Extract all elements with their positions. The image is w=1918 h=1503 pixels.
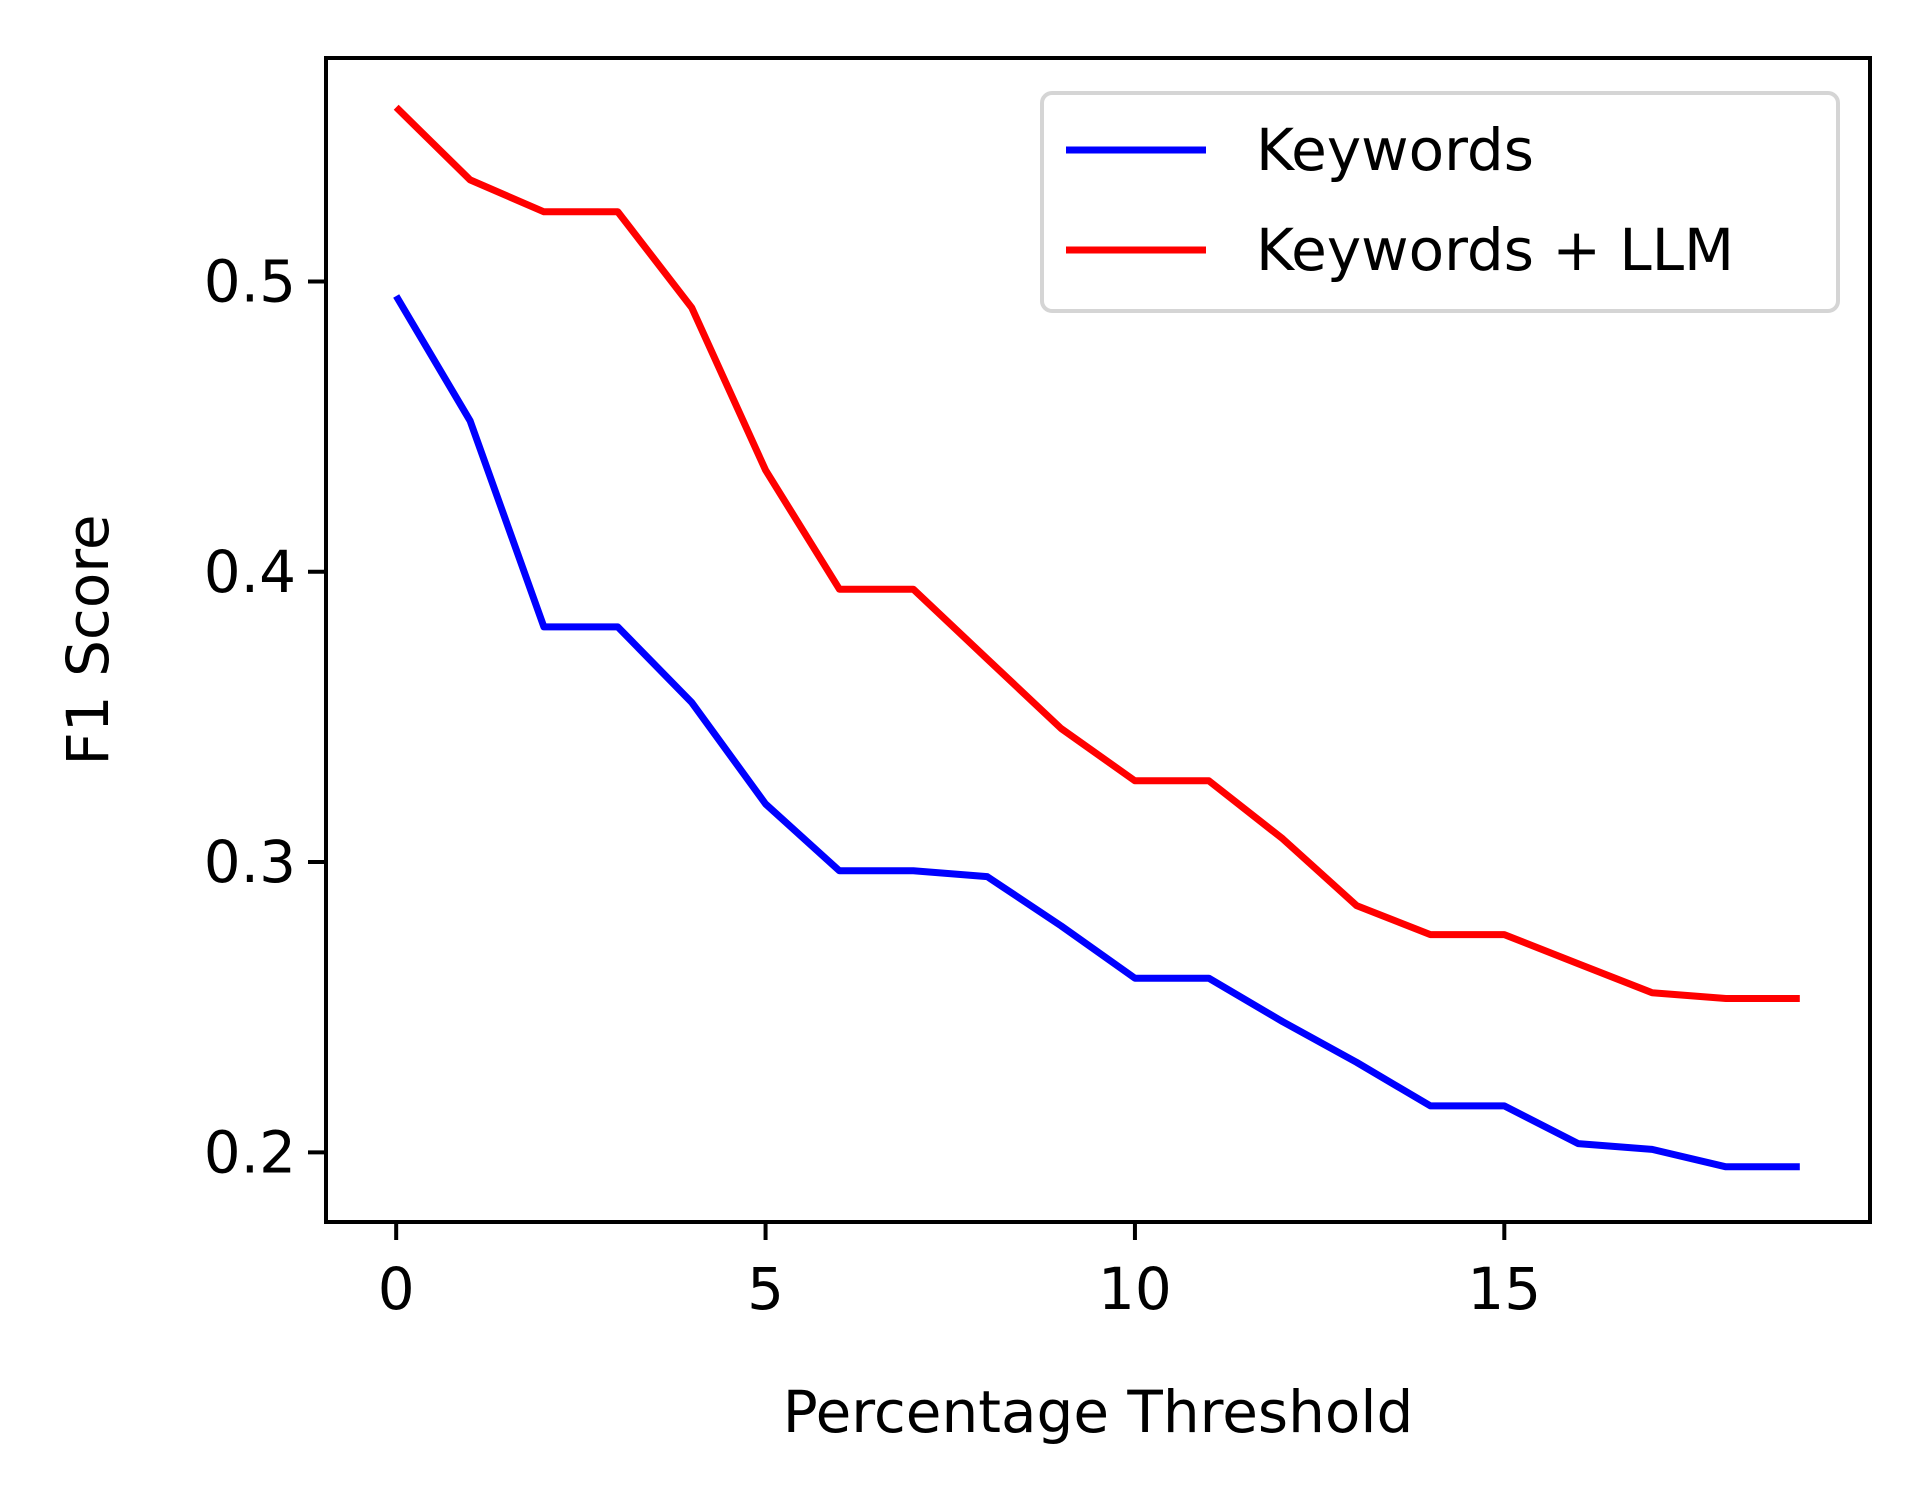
ticks-layer: 0 5 10 15 0.2 0.3 0.4 0.5 bbox=[204, 248, 1541, 1323]
x-tick-label: 5 bbox=[747, 1255, 784, 1323]
x-tick-label: 15 bbox=[1467, 1255, 1541, 1323]
x-tick-label: 0 bbox=[378, 1255, 415, 1323]
plot-area-frame bbox=[324, 56, 1872, 1224]
series-line-keywords bbox=[393, 294, 1800, 1171]
series-layer bbox=[393, 104, 1800, 1171]
y-tick-label: 0.5 bbox=[204, 248, 296, 316]
series-line-keywords-llm bbox=[393, 104, 1800, 1002]
y-tick-label: 0.2 bbox=[204, 1118, 296, 1186]
y-axis-label: F1 Score bbox=[54, 514, 122, 765]
y-tick-label: 0.3 bbox=[204, 828, 296, 896]
legend-label: Keywords bbox=[1256, 116, 1534, 184]
x-axis-label: Percentage Threshold bbox=[783, 1378, 1414, 1446]
y-tick-label: 0.4 bbox=[204, 538, 296, 606]
x-tick-label: 10 bbox=[1098, 1255, 1172, 1323]
legend-label: Keywords + LLM bbox=[1256, 216, 1734, 284]
legend-box bbox=[1040, 91, 1840, 313]
legend: Keywords Keywords + LLM bbox=[1040, 91, 1840, 313]
